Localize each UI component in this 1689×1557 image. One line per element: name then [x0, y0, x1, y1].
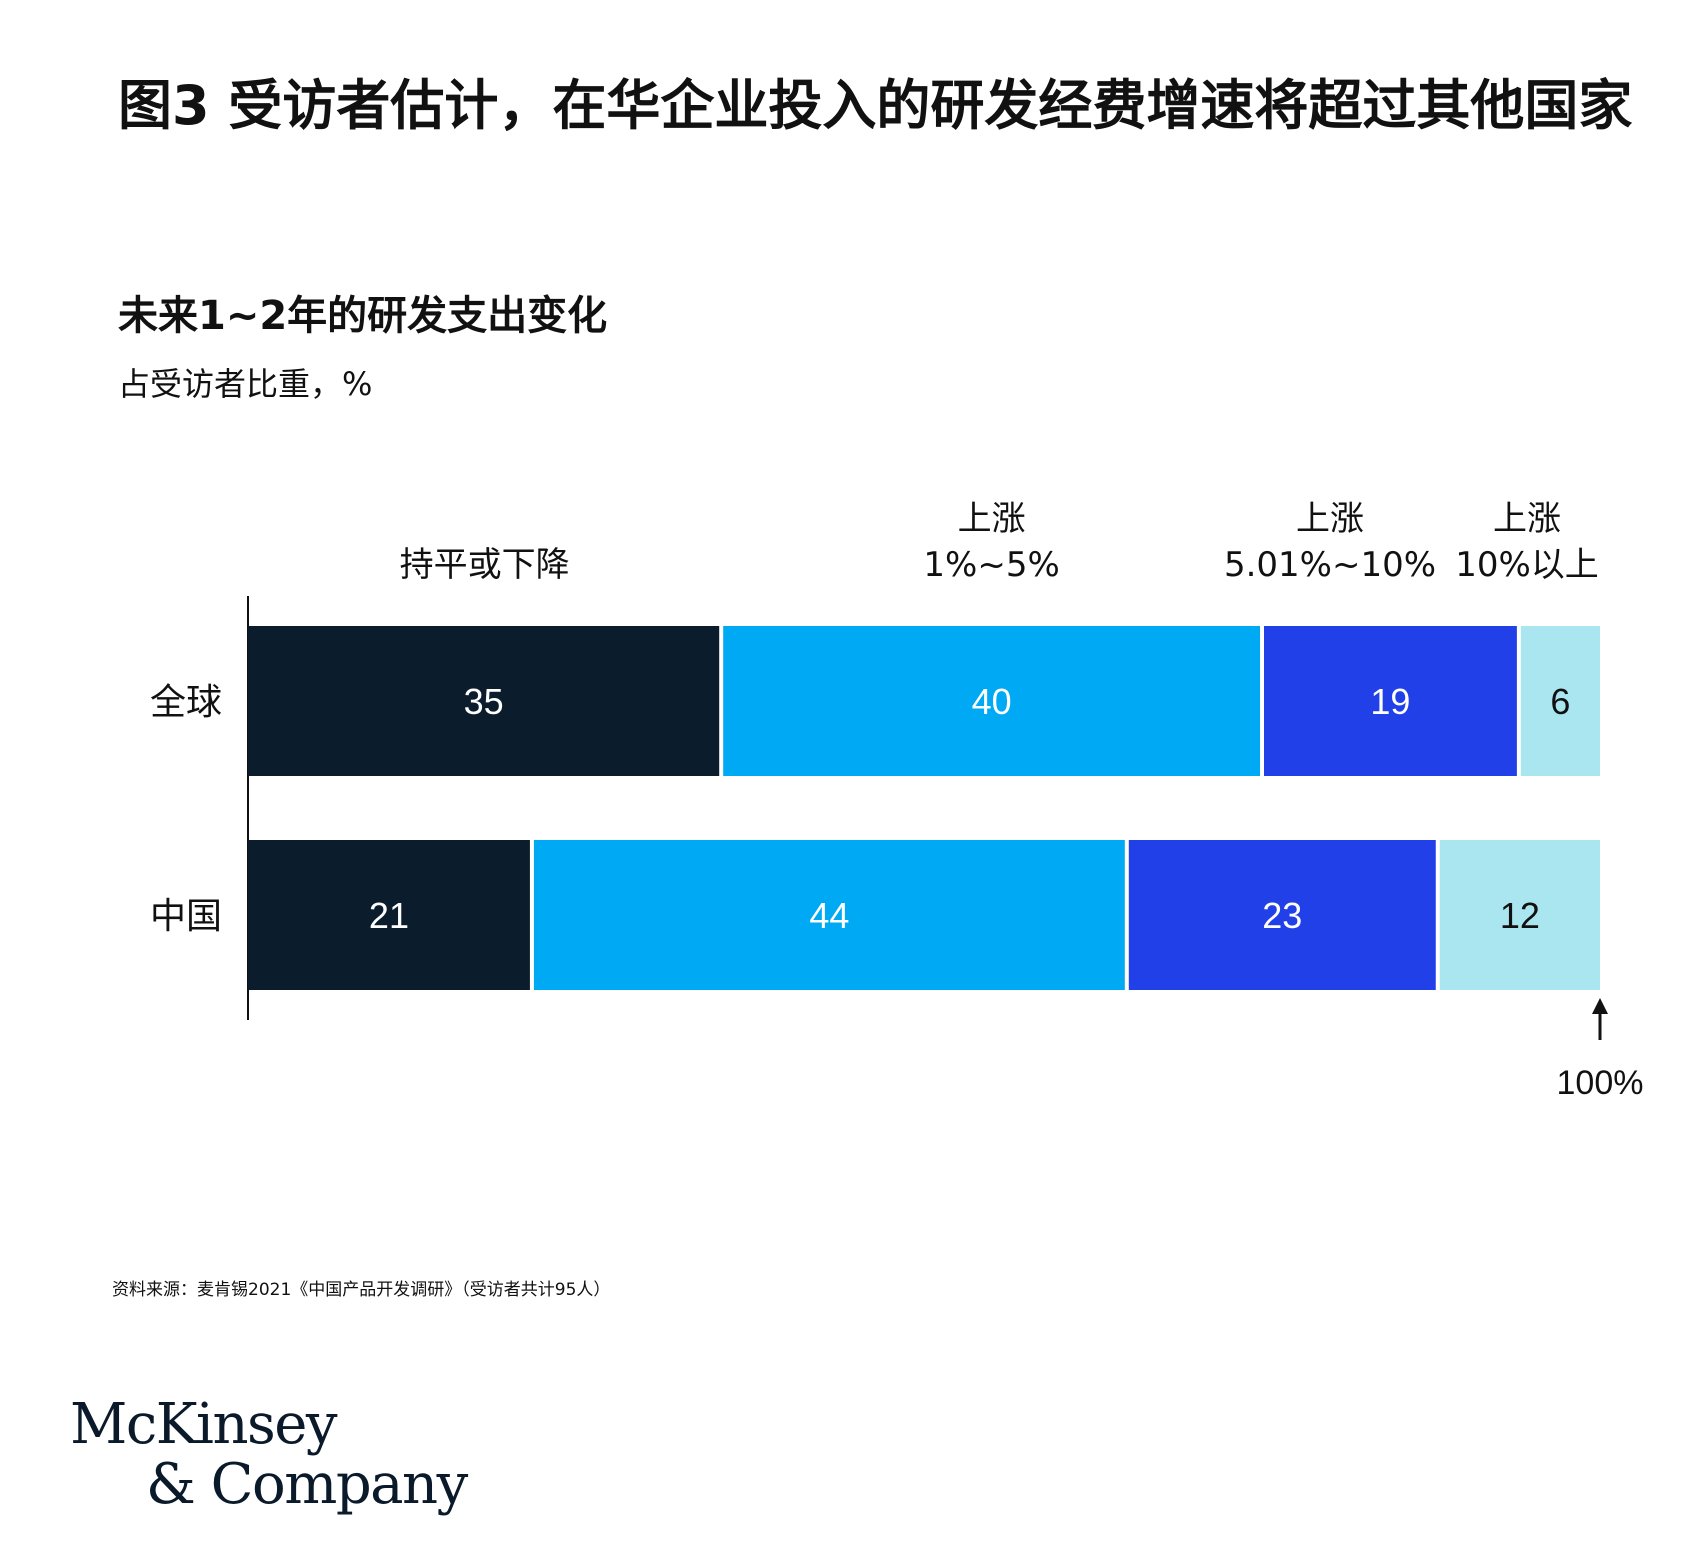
bar-segment: [1439, 840, 1600, 990]
legend-label: 上涨: [1493, 499, 1561, 539]
category-label: 全球: [150, 682, 222, 723]
bar-segment: [248, 626, 720, 776]
legend-label: 1%~5%: [923, 545, 1059, 585]
bar-segment: [1264, 626, 1517, 776]
chart-subtitle: 未来1~2年的研发支出变化: [118, 293, 608, 339]
logo-line-1: McKinsey: [70, 1392, 338, 1457]
total-label: 100%: [1557, 1064, 1644, 1102]
data-label: 44: [809, 895, 849, 936]
stacked-bar-chart: 全球 35 40 19 6 中国 21 44 23 12 持平或下降 上涨 1%~5% 上涨 5.01%~1…: [150, 499, 1644, 1102]
legend-label: 10%以上: [1455, 545, 1599, 585]
bar-segment: [1128, 840, 1436, 990]
legend-label: 持平或下降: [400, 545, 570, 585]
source-note: 资料来源：麦肯锡2021《中国产品开发调研》（受访者共计95人）: [112, 1280, 611, 1300]
data-label: 12: [1500, 895, 1540, 936]
data-label: 40: [972, 681, 1012, 722]
data-label: 23: [1262, 895, 1302, 936]
data-label: 6: [1550, 681, 1570, 722]
data-label: 19: [1370, 681, 1410, 722]
legend-label: 上涨: [958, 499, 1026, 539]
category-label: 中国: [150, 896, 222, 937]
legend-label: 5.01%~10%: [1224, 545, 1436, 585]
bar-segment: [723, 626, 1260, 776]
bar-segment: [248, 840, 530, 990]
mckinsey-logo: McKinsey & Company: [70, 1392, 468, 1517]
bar-segment: [1520, 626, 1600, 776]
legend-label: 上涨: [1296, 499, 1364, 539]
unit-label: 占受访者比重，%: [118, 365, 373, 403]
logo-line-2: & Company: [146, 1452, 468, 1517]
chart-title: 图3 受访者估计，在华企业投入的研发经费增速将超过其他国家: [118, 74, 1633, 137]
bar-segment: [533, 840, 1125, 990]
data-label: 35: [464, 681, 504, 722]
data-label: 21: [369, 895, 409, 936]
total-arrow-head: [1592, 998, 1608, 1014]
